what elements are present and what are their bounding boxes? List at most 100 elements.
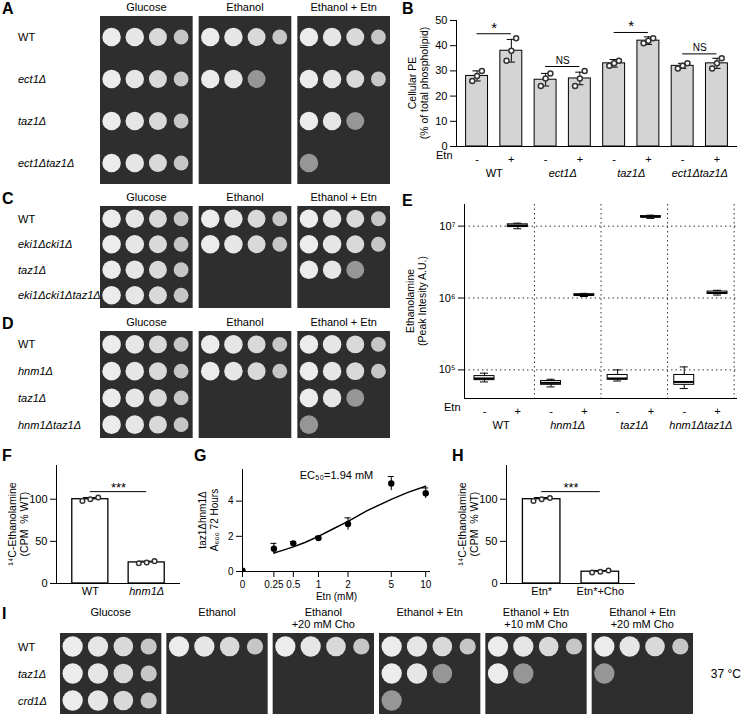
svg-text:***: *** <box>563 480 578 495</box>
svg-text:+: + <box>714 405 720 417</box>
svg-text:hnm1Δ: hnm1Δ <box>550 419 585 431</box>
html-text:Ethanolamine (Peak Intesity A.: Ethanolamine (Peak Intesity A.U.) <box>403 256 428 346</box>
svg-text:C: C <box>2 190 14 207</box>
svg-text:0: 0 <box>228 566 234 577</box>
svg-text:Ethanol + Etn: Ethanol + Etn <box>310 191 376 203</box>
svg-text:Ethanol: Ethanol <box>226 316 263 328</box>
svg-text:-: - <box>682 405 686 417</box>
svg-text:Glucose: Glucose <box>126 1 166 13</box>
svg-text:10⁵: 10⁵ <box>439 363 456 375</box>
svg-text:+: + <box>577 153 583 165</box>
svg-text:+: + <box>581 405 587 417</box>
svg-text:Etn*: Etn* <box>531 585 553 597</box>
svg-text:*: * <box>491 19 497 36</box>
svg-text:Ethanol: Ethanol <box>226 1 263 13</box>
svg-text:WT: WT <box>18 338 35 350</box>
svg-text:WT: WT <box>493 419 510 431</box>
svg-text:Ethanol: Ethanol <box>198 606 235 618</box>
svg-text:-: - <box>681 153 685 165</box>
svg-text:+: + <box>515 405 521 417</box>
svg-text:+: + <box>648 405 654 417</box>
svg-text:10: 10 <box>435 115 447 127</box>
svg-text:taz1Δ: taz1Δ <box>18 264 46 276</box>
svg-text:NS: NS <box>693 42 707 53</box>
svg-text:Ethanol: Ethanol <box>226 191 263 203</box>
svg-text:-: - <box>612 153 616 165</box>
svg-text:hnm1Δ: hnm1Δ <box>18 365 53 377</box>
svg-text:0: 0 <box>41 577 47 589</box>
html-text:¹⁴C-Ethanolamine (CPM % WT): ¹⁴C-Ethanolamine (CPM % WT) <box>5 482 30 566</box>
svg-text:taz1Δ: taz1Δ <box>18 115 46 127</box>
svg-text:Glucose: Glucose <box>126 191 166 203</box>
svg-text:ect1Δ: ect1Δ <box>18 73 46 85</box>
svg-text:4: 4 <box>228 495 234 506</box>
svg-text:+: + <box>508 153 514 165</box>
svg-text:Ethanol + Etn+20 mM Cho: Ethanol + Etn+20 mM Cho <box>609 606 675 630</box>
svg-text:5: 5 <box>388 579 394 590</box>
svg-text:10⁶: 10⁶ <box>439 292 456 304</box>
svg-text:Ethanol + Etn: Ethanol + Etn <box>310 316 376 328</box>
svg-text:taz1Δ: taz1Δ <box>617 167 645 179</box>
svg-text:Etn: Etn <box>436 149 453 161</box>
svg-text:100: 100 <box>29 493 47 505</box>
svg-text:2: 2 <box>228 531 234 542</box>
svg-text:eki1Δcki1Δ: eki1Δcki1Δ <box>18 238 73 250</box>
svg-text:40: 40 <box>435 39 447 51</box>
svg-text:+: + <box>645 153 651 165</box>
svg-text:1: 1 <box>316 579 322 590</box>
svg-text:+: + <box>714 153 720 165</box>
svg-text:-: - <box>475 153 479 165</box>
svg-text:hnm1Δtaz1Δ: hnm1Δtaz1Δ <box>18 419 81 431</box>
svg-text:Ethanol+20 mM Cho: Ethanol+20 mM Cho <box>292 606 355 630</box>
svg-text:20: 20 <box>435 90 447 102</box>
svg-text:100: 100 <box>479 493 497 505</box>
svg-text:-: - <box>549 405 553 417</box>
svg-text:*: * <box>628 17 634 34</box>
svg-text:2: 2 <box>345 579 351 590</box>
svg-text:50: 50 <box>485 535 497 547</box>
svg-text:WT: WT <box>486 167 503 179</box>
svg-text:0: 0 <box>491 577 497 589</box>
svg-text:taz1Δ: taz1Δ <box>18 392 46 404</box>
svg-text:50: 50 <box>35 535 47 547</box>
svg-text:Etn: Etn <box>444 401 461 413</box>
html-text:Cellular PE (% of total phosph: Cellular PE (% of total phospholipid) <box>405 26 430 140</box>
svg-text:10: 10 <box>420 579 432 590</box>
svg-text:WT: WT <box>18 31 35 43</box>
svg-text:EC₅₀=1.94 mM: EC₅₀=1.94 mM <box>300 469 374 481</box>
svg-text:Glucose: Glucose <box>90 606 130 618</box>
svg-text:Etn*+Cho: Etn*+Cho <box>577 585 624 597</box>
svg-text:WT: WT <box>82 585 99 597</box>
svg-text:37 °C: 37 °C <box>711 667 741 681</box>
svg-text:-: - <box>616 405 620 417</box>
svg-text:***: *** <box>111 480 126 495</box>
svg-text:I: I <box>2 605 6 622</box>
svg-text:WT: WT <box>18 213 35 225</box>
svg-text:taz1Δ: taz1Δ <box>18 668 46 680</box>
svg-text:NS: NS <box>556 55 570 66</box>
svg-text:-: - <box>544 153 548 165</box>
svg-text:crd1Δ: crd1Δ <box>18 695 47 707</box>
svg-text:Ethanol + Etn+10 mM Cho: Ethanol + Etn+10 mM Cho <box>503 606 569 630</box>
svg-text:taz1Δ: taz1Δ <box>620 419 648 431</box>
svg-text:D: D <box>2 315 14 332</box>
svg-text:hnm1Δtaz1Δ: hnm1Δtaz1Δ <box>669 419 732 431</box>
svg-text:A: A <box>2 0 14 17</box>
svg-text:Glucose: Glucose <box>126 316 166 328</box>
svg-text:30: 30 <box>435 64 447 76</box>
svg-text:0: 0 <box>240 579 246 590</box>
svg-text:Ethanol + Etn: Ethanol + Etn <box>396 606 462 618</box>
svg-text:eki1Δcki1Δtaz1Δ: eki1Δcki1Δtaz1Δ <box>18 289 101 301</box>
svg-text:-: - <box>483 405 487 417</box>
svg-text:0.25: 0.25 <box>264 579 284 590</box>
svg-text:Etn (mM): Etn (mM) <box>316 591 357 602</box>
svg-text:ect1Δtaz1Δ: ect1Δtaz1Δ <box>672 167 728 179</box>
svg-text:0.5: 0.5 <box>286 579 300 590</box>
svg-text:WT: WT <box>18 641 35 653</box>
svg-text:ect1Δtaz1Δ: ect1Δtaz1Δ <box>18 157 74 169</box>
svg-text:hnm1Δ: hnm1Δ <box>129 585 164 597</box>
svg-text:10⁷: 10⁷ <box>439 220 455 232</box>
svg-text:ect1Δ: ect1Δ <box>549 167 577 179</box>
svg-text:50: 50 <box>435 14 447 26</box>
svg-text:Ethanol + Etn: Ethanol + Etn <box>310 1 376 13</box>
